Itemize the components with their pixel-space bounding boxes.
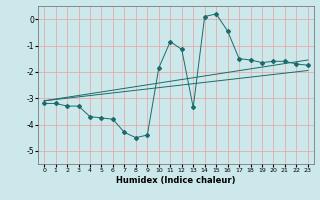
X-axis label: Humidex (Indice chaleur): Humidex (Indice chaleur) [116,176,236,185]
